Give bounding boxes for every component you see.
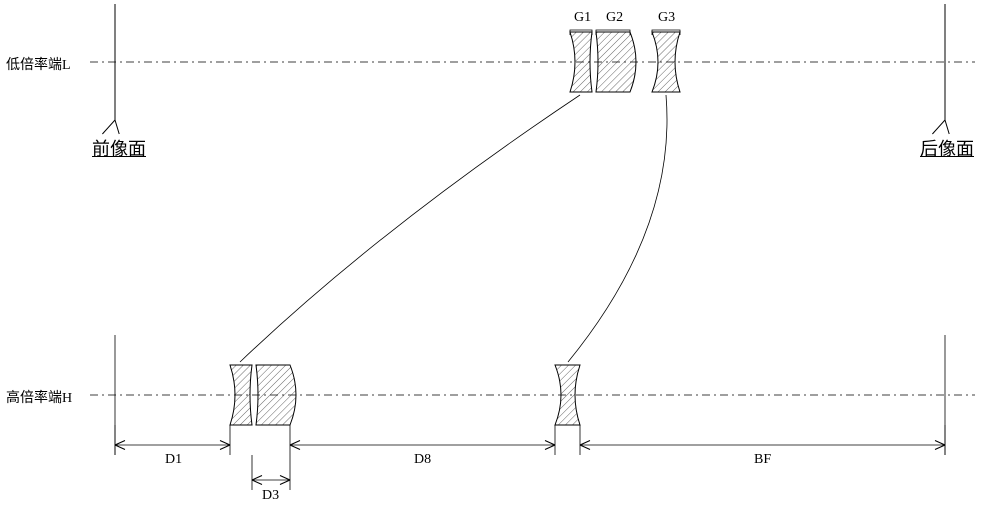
back-plane-label: 后像面 [920,135,974,161]
front-plane-label: 前像面 [92,135,146,161]
lens-g1 [570,32,592,92]
low-mag-label: 低倍率端L [6,54,71,74]
d8-label: D8 [414,452,431,468]
zoom-trace-left [240,95,580,362]
lens-g2 [256,365,296,425]
g3-label: G3 [658,10,675,26]
zoom-trace-right [568,95,667,362]
g1-label: G1 [574,10,591,26]
d1-label: D1 [165,452,182,468]
bf-label: BF [754,452,771,468]
d3-label: D3 [262,488,279,504]
lens-g3 [652,32,680,92]
lens-g2 [596,32,636,92]
optical-zoom-diagram [0,0,1000,517]
lens-g1 [230,365,252,425]
g2-label: G2 [606,10,623,26]
high-mag-label: 高倍率端H [6,387,72,407]
